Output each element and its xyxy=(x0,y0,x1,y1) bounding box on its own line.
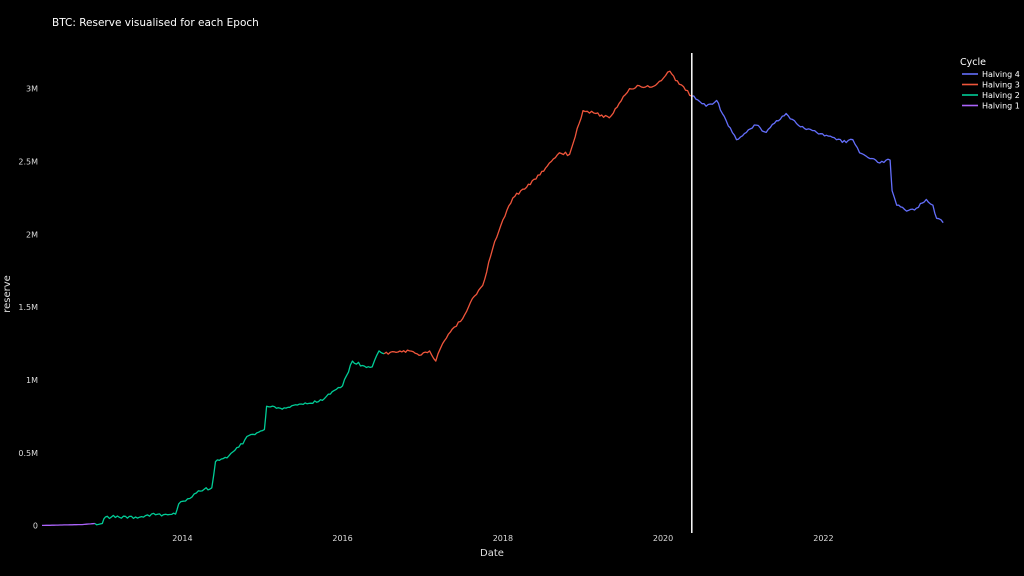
series-line-halving-1 xyxy=(42,522,95,527)
legend-item[interactable]: Halving 1 xyxy=(962,102,1020,111)
y-tick-label: 0 xyxy=(33,522,38,531)
series-line-halving-3 xyxy=(383,70,692,362)
legend-item[interactable]: Halving 2 xyxy=(962,91,1020,100)
y-tick-label: 2.5M xyxy=(18,158,38,167)
legend-item[interactable]: Halving 3 xyxy=(962,81,1020,90)
y-tick-label: 1M xyxy=(26,376,38,385)
legend-label: Halving 1 xyxy=(982,102,1020,111)
legend-label: Halving 3 xyxy=(982,81,1020,90)
y-axis-title: reserve xyxy=(2,275,13,313)
y-tick-label: 2M xyxy=(26,230,38,239)
y-tick-label: 3M xyxy=(26,85,38,94)
legend-label: Halving 4 xyxy=(982,70,1020,79)
series-line-halving-2 xyxy=(94,350,385,526)
y-tick-label: 0.5M xyxy=(18,449,38,458)
x-tick-label: 2022 xyxy=(813,534,833,543)
legend-title: Cycle xyxy=(960,57,986,68)
x-tick-label: 2014 xyxy=(172,534,192,543)
y-tick-label: 1.5M xyxy=(18,303,38,312)
chart-title: BTC: Reserve visualised for each Epoch xyxy=(52,17,259,29)
y-axis-ticks: 0 0.5M 1M 1.5M 2M 2.5M 3M xyxy=(18,85,38,531)
legend-item[interactable]: Halving 4 xyxy=(962,70,1020,79)
series-line-halving-4 xyxy=(691,95,944,224)
x-tick-label: 2018 xyxy=(493,534,513,543)
plot-area xyxy=(42,53,944,533)
legend-label: Halving 2 xyxy=(982,91,1020,100)
x-axis-ticks: 2014 2016 2018 2020 2022 xyxy=(172,534,833,543)
x-axis-title: Date xyxy=(480,548,504,559)
x-tick-label: 2016 xyxy=(332,534,352,543)
x-tick-label: 2020 xyxy=(653,534,673,543)
